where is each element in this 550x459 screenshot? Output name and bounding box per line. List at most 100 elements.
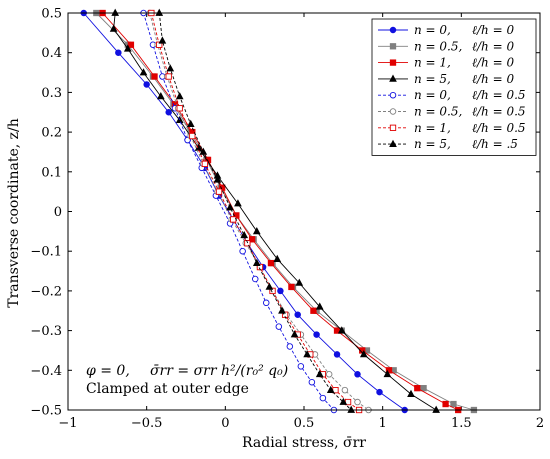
- legend-label-n: n = 1,: [414, 121, 451, 135]
- data-point: [165, 108, 172, 116]
- y-tick-label: −0.4: [30, 364, 62, 379]
- legend-entry: n = 5, ℓ/h = .5: [378, 137, 518, 151]
- annotation-line2: Clamped at outer edge: [86, 381, 249, 397]
- legend-entry: n = 0.5, ℓ/h = 0: [378, 39, 514, 53]
- data-point: [262, 299, 270, 307]
- data-point: [420, 385, 427, 392]
- data-point: [275, 323, 283, 330]
- data-point: [389, 43, 397, 50]
- legend-entry: n = 0.5, ℓ/h = 0.5: [378, 105, 526, 119]
- legend-label-l: ℓ/h = 0: [472, 72, 514, 86]
- data-point: [239, 247, 246, 255]
- x-tick-label: −0.5: [131, 416, 163, 431]
- series-7: [155, 8, 356, 413]
- data-point: [326, 385, 335, 393]
- y-tick-label: −0.1: [30, 245, 62, 260]
- data-point: [151, 73, 158, 80]
- y-tick-label: 0.1: [41, 165, 62, 180]
- data-point: [359, 350, 368, 358]
- y-tick-label: −0.2: [30, 284, 62, 299]
- legend-label-n: n = 5,: [414, 72, 451, 86]
- series-0: [80, 9, 408, 414]
- y-tick-label: 0.3: [41, 86, 62, 101]
- legend-label-n: n = 0.5,: [414, 39, 462, 53]
- annotation: φ = 0, σ̄rr = σrr h²/(r₀² q₀) Clamped at…: [86, 363, 288, 397]
- data-point: [273, 254, 282, 262]
- data-point: [251, 275, 259, 283]
- legend-entry: n = 1, ℓ/h = 0.5: [378, 121, 526, 135]
- data-point: [442, 400, 449, 408]
- data-point: [389, 108, 397, 115]
- data-point: [389, 59, 397, 66]
- annotation-line1-left: φ = 0,: [86, 363, 130, 379]
- data-point: [337, 326, 346, 334]
- legend-label-l: ℓ/h = 0.5: [472, 88, 526, 102]
- data-point: [269, 287, 276, 295]
- data-point: [389, 139, 397, 147]
- legend-label-l: ℓ/h = .5: [472, 137, 518, 151]
- data-point: [310, 307, 317, 314]
- legend-entry: n = 0, ℓ/h = 0: [378, 23, 514, 37]
- series-line: [113, 12, 437, 411]
- data-point: [127, 41, 135, 48]
- data-point: [389, 74, 397, 82]
- series-line: [150, 12, 360, 411]
- data-point: [189, 132, 196, 140]
- x-tick-label: 2: [536, 416, 544, 431]
- y-axis-label: Transverse coordinate, z/h: [6, 118, 22, 308]
- data-point: [303, 350, 311, 358]
- data-point: [175, 92, 184, 100]
- data-point: [297, 363, 305, 370]
- legend-label-l: ℓ/h = 0: [472, 56, 514, 70]
- legend-label-n: n = 5,: [414, 137, 451, 151]
- data-point: [286, 343, 294, 350]
- legend-label-n: n = 0,: [414, 23, 451, 37]
- data-point: [199, 147, 208, 155]
- data-point: [278, 306, 286, 314]
- plot-frame: [67, 12, 541, 411]
- data-point: [213, 175, 222, 183]
- data-point: [267, 259, 275, 267]
- data-point: [339, 397, 348, 405]
- data-point: [252, 226, 261, 235]
- y-tick-label: 0.5: [41, 7, 62, 22]
- data-point: [215, 188, 223, 195]
- legend-entry: n = 1, ℓ/h = 0: [378, 56, 514, 70]
- legend-label-l: ℓ/h = 0.5: [472, 105, 526, 119]
- legend-label-n: n = 0,: [414, 88, 451, 102]
- legend-label-l: ℓ/h = 0: [472, 23, 514, 37]
- data-point: [407, 389, 415, 397]
- data-point: [226, 203, 234, 211]
- data-point: [115, 49, 122, 56]
- legend-label-n: n = 1,: [414, 56, 451, 70]
- x-tick-label: 1.5: [451, 416, 472, 431]
- y-tick-label: 0.2: [41, 126, 62, 141]
- data-point: [376, 388, 383, 396]
- data-point: [414, 385, 421, 392]
- data-point: [234, 199, 242, 207]
- data-point: [383, 369, 392, 378]
- data-point: [354, 398, 361, 406]
- data-point: [295, 278, 304, 286]
- legend-box: [371, 18, 537, 156]
- data-point: [450, 400, 457, 408]
- legend-label-l: ℓ/h = 0: [472, 39, 514, 53]
- series-line: [149, 12, 369, 411]
- data-point: [308, 378, 316, 386]
- data-point: [252, 258, 261, 266]
- x-tick-label: 0.5: [294, 416, 315, 431]
- y-tick-label: −0.3: [30, 324, 62, 339]
- legend: n = 0, ℓ/h = 0 n = 0.5, ℓ/h = 0 n = 1, ℓ/h = …: [371, 18, 537, 156]
- data-point: [109, 24, 118, 32]
- data-point: [244, 240, 251, 247]
- data-point: [294, 311, 301, 318]
- data-point: [156, 92, 165, 100]
- data-point: [265, 282, 274, 290]
- data-point: [354, 371, 361, 378]
- data-point: [315, 369, 324, 378]
- data-point: [201, 160, 209, 168]
- y-tick-label: 0: [54, 205, 62, 220]
- legend-label-l: ℓ/h = 0.5: [472, 121, 526, 135]
- series-line: [83, 12, 405, 411]
